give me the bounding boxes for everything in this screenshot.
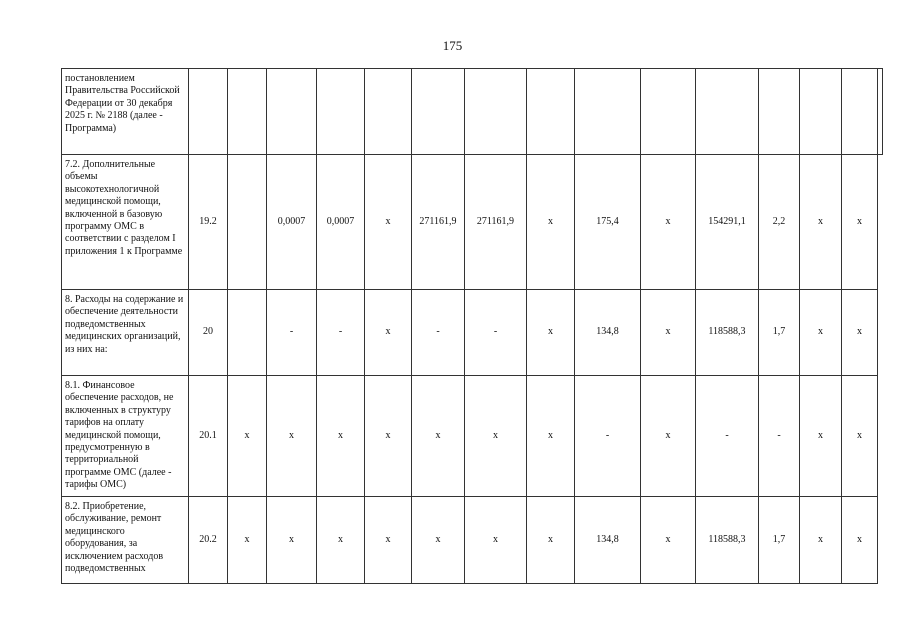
value-cell: х — [841, 496, 878, 584]
data-table: постановлением Правительства Российской … — [61, 68, 883, 584]
table-row: постановлением Правительства Российской … — [61, 68, 883, 155]
value-cell — [758, 68, 800, 155]
value-cell: - — [695, 375, 759, 497]
value-cell — [364, 68, 412, 155]
value-cell: 0,0007 — [266, 154, 317, 290]
row-number-cell: 19.2 — [188, 154, 228, 290]
value-cell — [640, 68, 696, 155]
value-cell: х — [799, 154, 842, 290]
value-cell: х — [841, 154, 878, 290]
value-cell: х — [526, 375, 575, 497]
value-cell — [411, 68, 465, 155]
value-cell: х — [227, 496, 267, 584]
value-cell: х — [364, 289, 412, 376]
value-cell: х — [227, 375, 267, 497]
value-cell: х — [316, 496, 365, 584]
row-description: 8. Расходы на содержание и обеспечение д… — [61, 289, 189, 376]
value-cell: х — [841, 375, 878, 497]
value-cell — [841, 68, 878, 155]
value-cell: х — [841, 289, 878, 376]
value-cell: х — [799, 496, 842, 584]
table-row: 8. Расходы на содержание и обеспечение д… — [61, 289, 883, 376]
value-cell: х — [364, 375, 412, 497]
row-number-cell — [188, 68, 228, 155]
value-cell — [227, 68, 267, 155]
value-cell: х — [799, 289, 842, 376]
row-number-cell: 20.2 — [188, 496, 228, 584]
value-cell: 134,8 — [574, 289, 641, 376]
value-cell: 1,7 — [758, 496, 800, 584]
value-cell — [695, 68, 759, 155]
value-cell: х — [640, 496, 696, 584]
value-cell: 1,7 — [758, 289, 800, 376]
value-cell: х — [266, 496, 317, 584]
value-cell: х — [364, 154, 412, 290]
value-cell: 134,8 — [574, 496, 641, 584]
value-cell — [227, 154, 267, 290]
row-number-cell: 20 — [188, 289, 228, 376]
value-cell: х — [266, 375, 317, 497]
value-cell: 175,4 — [574, 154, 641, 290]
row-number-cell: 20.1 — [188, 375, 228, 497]
value-cell: х — [640, 289, 696, 376]
value-cell: - — [316, 289, 365, 376]
value-cell — [574, 68, 641, 155]
value-cell — [266, 68, 317, 155]
value-cell: 118588,3 — [695, 496, 759, 584]
value-cell: х — [464, 375, 527, 497]
value-cell — [526, 68, 575, 155]
value-cell: - — [411, 289, 465, 376]
value-cell: 271161,9 — [411, 154, 465, 290]
row-description: 8.2. Приобретение, обслуживание, ремонт … — [61, 496, 189, 584]
value-cell: 0,0007 — [316, 154, 365, 290]
value-cell: х — [799, 375, 842, 497]
row-description: 8.1. Финансовое обеспечение расходов, не… — [61, 375, 189, 497]
row-description: 7.2. Дополнительные объемы высокотехноло… — [61, 154, 189, 290]
row-description: постановлением Правительства Российской … — [61, 68, 189, 155]
page-number: 175 — [442, 38, 463, 53]
value-cell: х — [464, 496, 527, 584]
value-cell — [227, 289, 267, 376]
value-cell: х — [526, 154, 575, 290]
table-row: 8.1. Финансовое обеспечение расходов, не… — [61, 375, 883, 497]
value-cell: х — [526, 496, 575, 584]
value-cell: х — [411, 375, 465, 497]
value-cell: х — [640, 154, 696, 290]
value-cell: х — [411, 496, 465, 584]
table-row: 8.2. Приобретение, обслуживание, ремонт … — [61, 496, 883, 584]
value-cell — [799, 68, 842, 155]
value-cell: 271161,9 — [464, 154, 527, 290]
value-cell: - — [758, 375, 800, 497]
value-cell — [464, 68, 527, 155]
value-cell: 2,2 — [758, 154, 800, 290]
value-cell: 154291,1 — [695, 154, 759, 290]
value-cell: х — [316, 375, 365, 497]
value-cell: х — [640, 375, 696, 497]
value-cell: 118588,3 — [695, 289, 759, 376]
value-cell — [316, 68, 365, 155]
value-cell: - — [464, 289, 527, 376]
value-cell: х — [526, 289, 575, 376]
value-cell — [877, 68, 883, 155]
value-cell: х — [364, 496, 412, 584]
value-cell: - — [574, 375, 641, 497]
value-cell: - — [266, 289, 317, 376]
table-row: 7.2. Дополнительные объемы высокотехноло… — [61, 154, 883, 290]
